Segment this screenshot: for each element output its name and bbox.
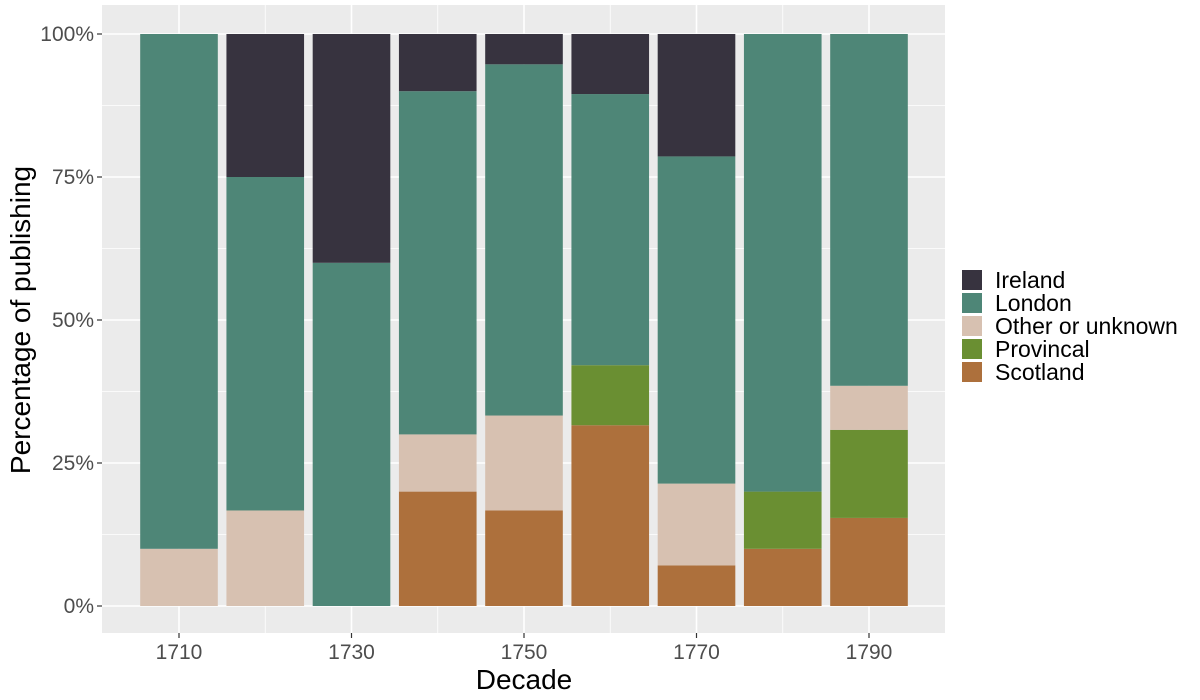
x-tick-label: 1750 <box>501 641 548 664</box>
bar-segment-other-or-unknown <box>830 385 908 430</box>
bar-segment-ireland <box>398 34 477 92</box>
legend-key-scotland <box>962 362 982 382</box>
bar-segment-london <box>226 177 305 511</box>
bar-segment-provincal <box>830 429 908 518</box>
bar-segment-london <box>571 94 650 366</box>
bar-segment-ireland <box>657 34 736 157</box>
y-tick-label: 75% <box>52 166 94 189</box>
bar-segment-ireland <box>485 34 563 65</box>
bar-segment-provincal <box>571 365 650 426</box>
bar-segment-scotland <box>571 425 650 606</box>
bar-segment-scotland <box>830 517 908 606</box>
bar-segment-london <box>485 64 563 416</box>
bar-segment-scotland <box>485 510 563 606</box>
y-tick-label: 0% <box>64 595 94 618</box>
bar-segment-ireland <box>312 34 391 263</box>
legend-label-london: London <box>995 290 1072 316</box>
y-tick-label: 100% <box>40 23 94 46</box>
bar-segment-london <box>743 34 822 492</box>
legend-key-london <box>962 293 982 313</box>
x-tick-label: 1770 <box>673 641 720 664</box>
bar-segment-scotland <box>657 565 736 606</box>
bar-segment-other-or-unknown <box>226 510 305 606</box>
legend-label-scotland: Scotland <box>995 359 1085 385</box>
x-tick-label: 1730 <box>328 641 375 664</box>
legend-label-other-or-unknown: Other or unknown <box>995 313 1178 339</box>
bar-segment-scotland <box>398 491 477 606</box>
y-tick-label: 50% <box>52 309 94 332</box>
bar-stacks <box>140 34 908 606</box>
bar-segment-provincal <box>743 491 822 549</box>
y-tick-label: 25% <box>52 452 94 475</box>
bar-segment-other-or-unknown <box>398 434 477 492</box>
bar-segment-ireland <box>226 34 305 177</box>
bar-segment-london <box>140 34 218 549</box>
x-tick-label: 1790 <box>846 641 893 664</box>
bar-segment-other-or-unknown <box>485 415 563 511</box>
x-axis: 1710 1730 1750 1770 1790 <box>156 633 893 664</box>
x-axis-title: Decade <box>476 664 573 695</box>
bar-segment-other-or-unknown <box>140 548 218 606</box>
y-axis: 0% 25% 50% 75% 100% <box>40 23 102 618</box>
bar-segment-london <box>312 262 391 606</box>
bar-segment-london <box>398 91 477 435</box>
bar-segment-london <box>830 34 908 386</box>
bar-segment-london <box>657 156 736 484</box>
y-axis-title: Percentage of publishing <box>5 166 36 474</box>
legend-label-provincal: Provincal <box>995 336 1090 362</box>
legend-key-other-or-unknown <box>962 316 982 336</box>
bar-segment-other-or-unknown <box>657 483 736 566</box>
legend-label-ireland: Ireland <box>995 267 1065 293</box>
x-tick-label: 1710 <box>156 641 203 664</box>
bar-segment-scotland <box>743 548 822 606</box>
legend-key-ireland <box>962 270 982 290</box>
legend-key-provincal <box>962 339 982 359</box>
bar-segment-ireland <box>571 34 650 95</box>
